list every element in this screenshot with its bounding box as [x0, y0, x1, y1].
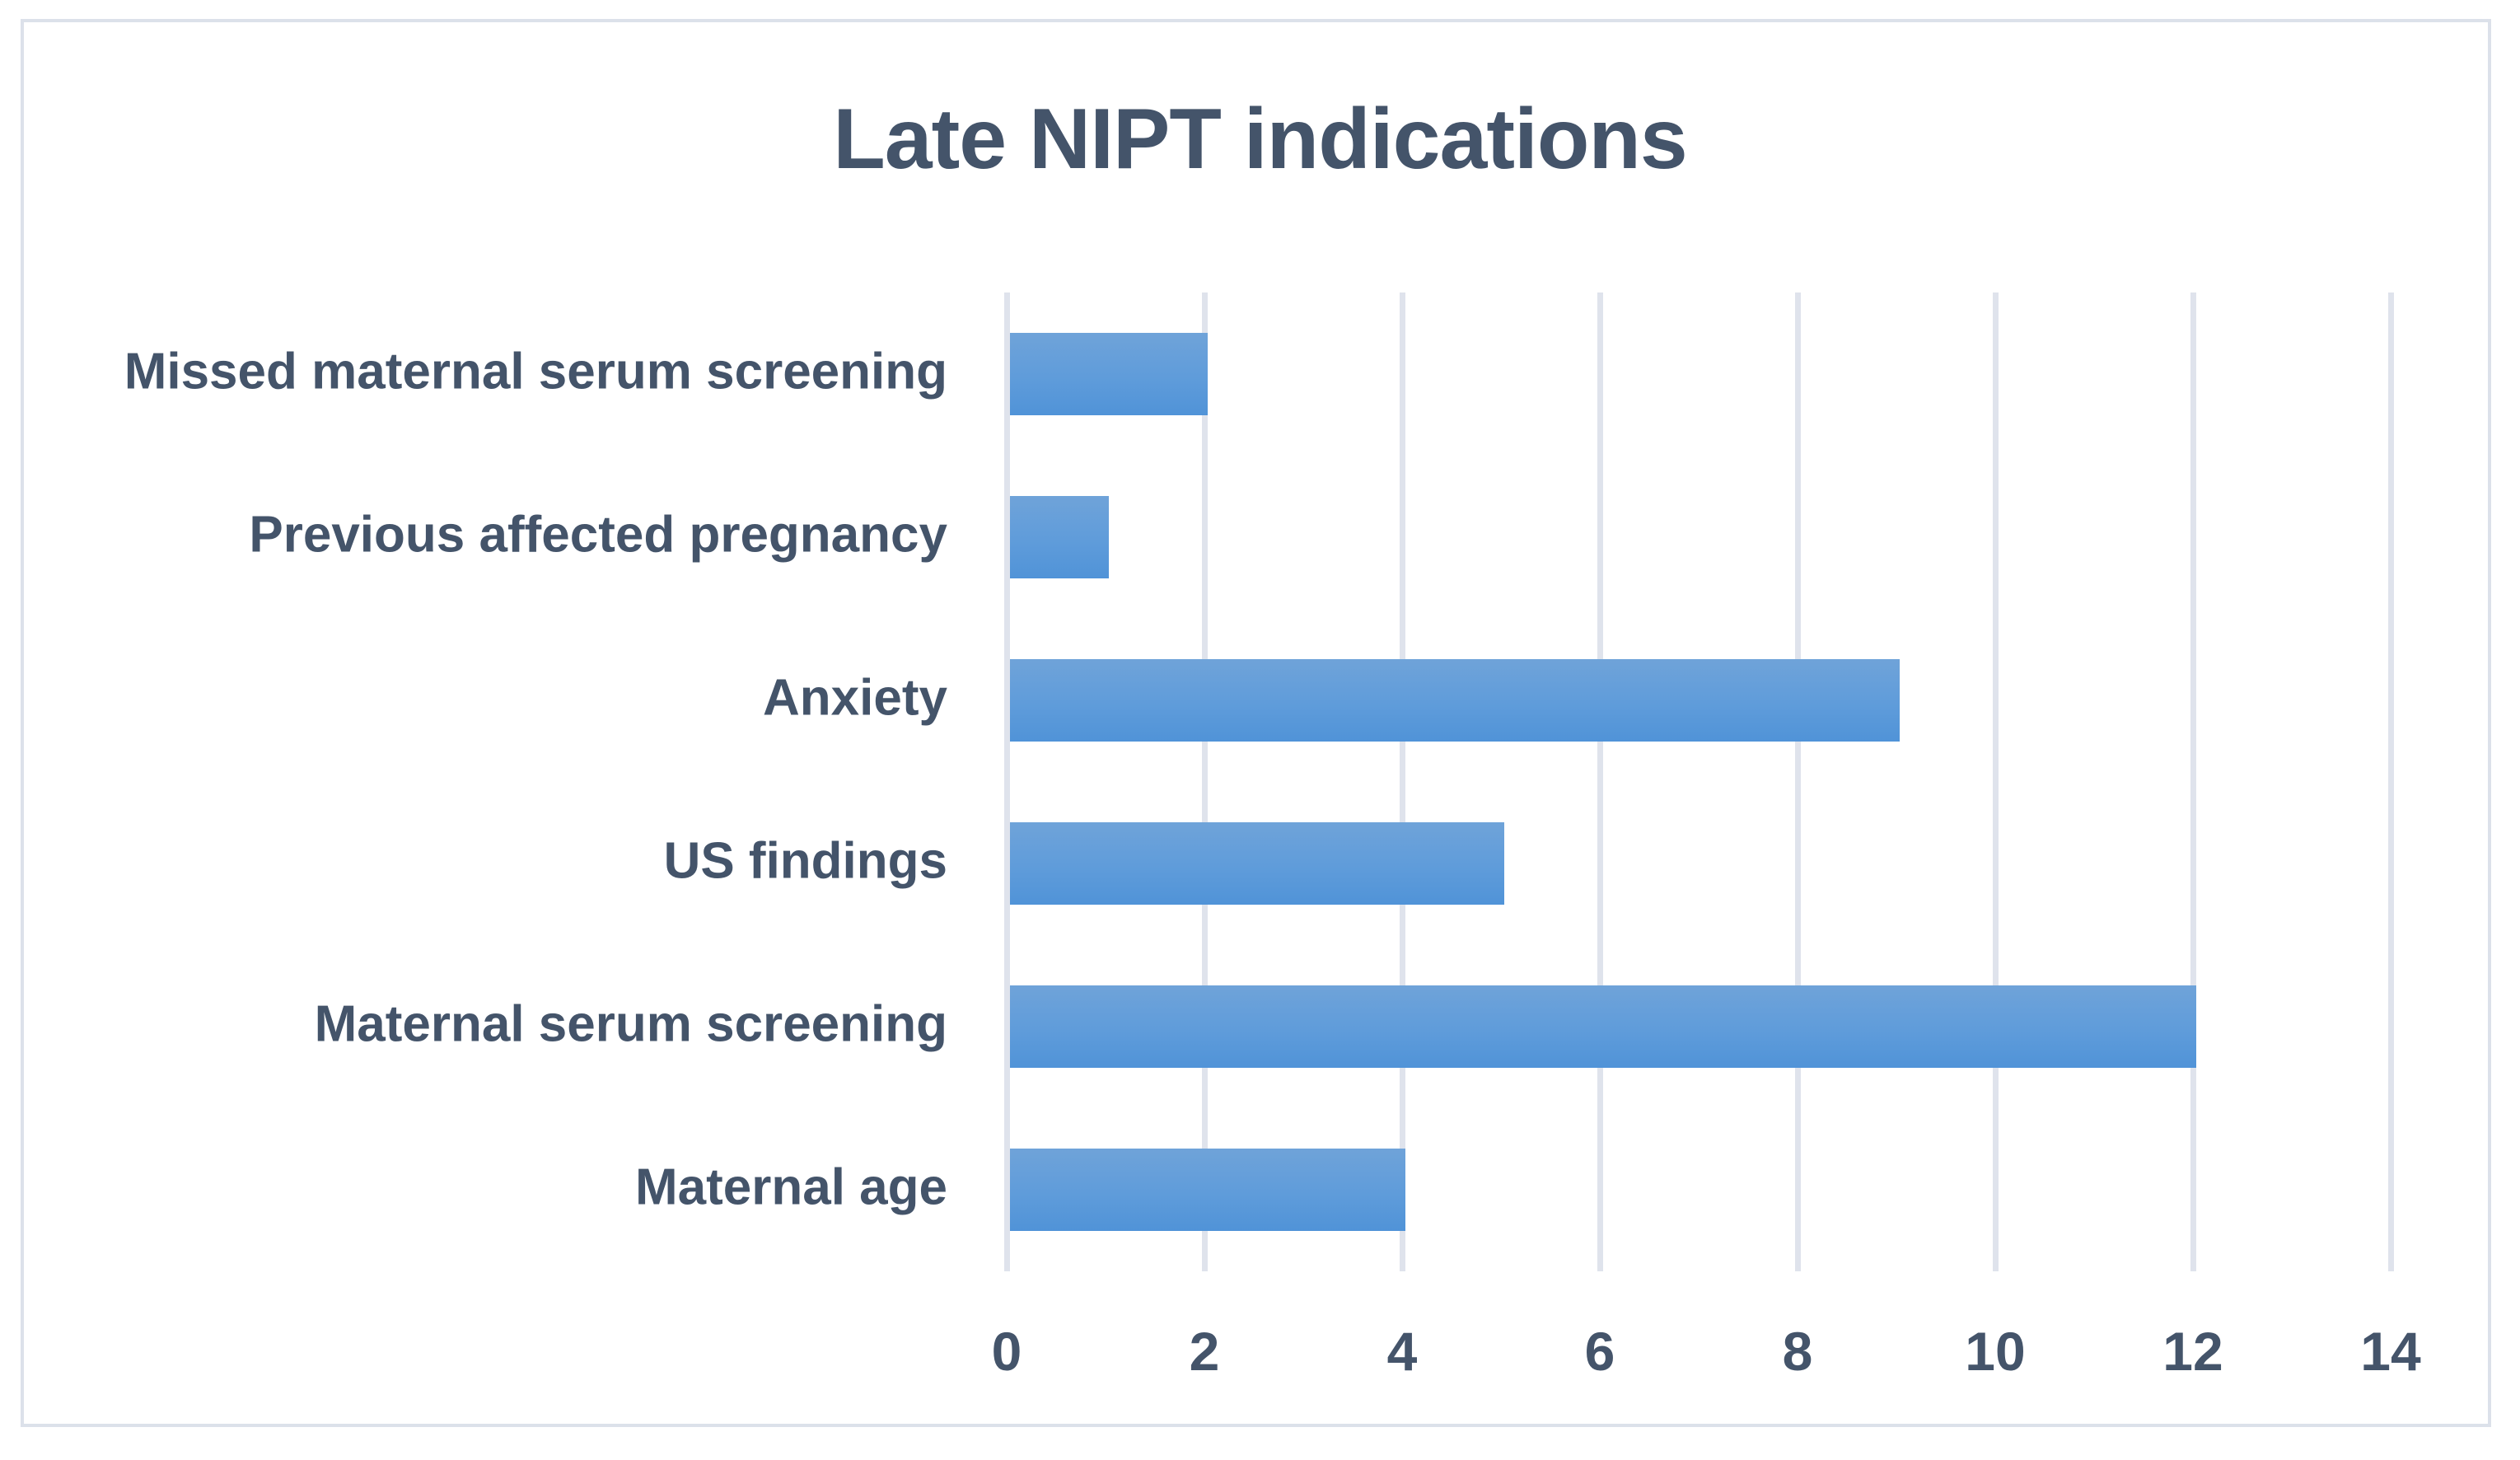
- gridline-x-2: [1201, 292, 1208, 1271]
- value-tick-label-0: 0: [991, 1321, 1022, 1382]
- gridline-x-6: [1597, 292, 1603, 1271]
- value-tick-label-12: 12: [2162, 1321, 2223, 1382]
- gridline-x-14: [2387, 292, 2394, 1271]
- category-label-us-findings: US findings: [663, 832, 947, 890]
- chart-border: [21, 19, 2491, 1427]
- value-tick-label-10: 10: [1965, 1321, 2026, 1382]
- bar-previous-affected-pregnancy: [1010, 496, 1109, 578]
- category-label-maternal-serum-screening: Maternal serum screening: [314, 995, 947, 1053]
- bar-us-findings: [1010, 822, 1504, 905]
- gridline-x-8: [1794, 292, 1801, 1271]
- gridline-x-12: [2190, 292, 2196, 1271]
- bar-anxiety: [1010, 659, 1900, 742]
- plot-area: [1003, 292, 2394, 1271]
- category-label-anxiety: Anxiety: [763, 669, 947, 727]
- y-axis-line: [1003, 292, 1010, 1271]
- value-tick-label-2: 2: [1189, 1321, 1220, 1382]
- bar-maternal-serum-screening: [1010, 985, 2196, 1068]
- value-tick-label-8: 8: [1782, 1321, 1813, 1382]
- bar-missed-maternal-serum-screening: [1010, 333, 1208, 415]
- gridline-x-10: [1992, 292, 1999, 1271]
- bar-maternal-age: [1010, 1149, 1405, 1231]
- value-tick-label-6: 6: [1584, 1321, 1615, 1382]
- value-tick-label-4: 4: [1386, 1321, 1418, 1382]
- chart-title: Late NIPT indications: [833, 91, 1687, 187]
- category-label-missed-maternal-serum-screening: Missed maternal serum screening: [124, 343, 947, 400]
- gridline-x-4: [1399, 292, 1405, 1271]
- category-label-previous-affected-pregnancy: Previous affected pregnancy: [249, 506, 947, 564]
- value-tick-label-14: 14: [2360, 1321, 2421, 1382]
- category-label-maternal-age: Maternal age: [634, 1158, 947, 1216]
